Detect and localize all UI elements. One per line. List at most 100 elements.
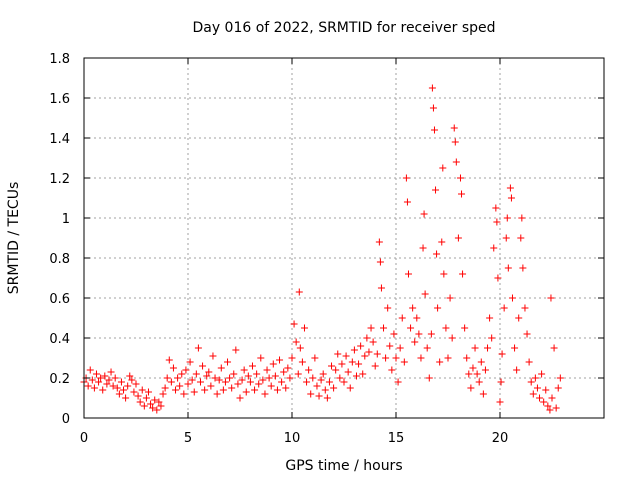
- data-point: [99, 386, 107, 394]
- data-point: [305, 366, 313, 374]
- data-point: [365, 348, 373, 356]
- data-point: [95, 378, 103, 386]
- data-point: [288, 354, 296, 362]
- data-point: [550, 344, 558, 352]
- data-point: [515, 314, 523, 322]
- data-point: [240, 366, 248, 374]
- data-point: [221, 378, 229, 386]
- data-point: [421, 290, 429, 298]
- data-point: [547, 294, 555, 302]
- data-point: [86, 366, 94, 374]
- y-tick-label: 0.4: [49, 332, 70, 347]
- x-tick-label: 20: [492, 431, 509, 446]
- data-point: [151, 396, 159, 404]
- data-point: [188, 376, 196, 384]
- data-point: [149, 404, 157, 412]
- data-point: [546, 406, 554, 414]
- data-point: [552, 404, 560, 412]
- data-point: [147, 400, 155, 408]
- data-point: [238, 376, 246, 384]
- data-point: [517, 234, 525, 242]
- data-point: [128, 376, 136, 384]
- data-point: [419, 244, 427, 252]
- x-axis-label: GPS time / hours: [285, 458, 402, 474]
- data-point: [471, 344, 479, 352]
- data-point: [344, 368, 352, 376]
- data-point: [361, 352, 369, 360]
- data-point: [263, 366, 271, 374]
- data-point: [269, 360, 277, 368]
- data-point: [376, 258, 384, 266]
- data-point: [153, 406, 161, 414]
- data-point: [136, 398, 144, 406]
- data-point: [411, 338, 419, 346]
- data-point: [340, 378, 348, 386]
- data-point: [155, 398, 163, 406]
- data-point: [523, 330, 531, 338]
- data-point: [519, 264, 527, 272]
- data-point: [456, 174, 464, 182]
- data-point: [144, 388, 152, 396]
- data-point: [342, 352, 350, 360]
- data-point: [315, 392, 323, 400]
- data-point: [203, 372, 211, 380]
- data-point: [226, 374, 234, 382]
- data-point: [248, 362, 256, 370]
- data-point: [403, 198, 411, 206]
- data-point: [103, 380, 111, 388]
- data-point: [255, 380, 263, 388]
- data-point: [199, 362, 207, 370]
- data-point: [295, 288, 303, 296]
- data-point: [367, 324, 375, 332]
- data-point: [475, 378, 483, 386]
- data-point: [481, 366, 489, 374]
- data-point: [307, 390, 315, 398]
- data-point: [398, 314, 406, 322]
- data-point: [554, 384, 562, 392]
- y-tick-label: 1.6: [49, 92, 70, 107]
- data-point: [303, 378, 311, 386]
- data-point: [132, 380, 140, 388]
- data-point: [407, 324, 415, 332]
- data-point: [467, 384, 475, 392]
- data-point: [300, 324, 308, 332]
- chart-title: Day 016 of 2022, SRMTID for receiver spe…: [192, 20, 495, 36]
- data-point: [259, 376, 267, 384]
- data-point: [440, 270, 448, 278]
- data-point: [428, 84, 436, 92]
- data-point: [390, 330, 398, 338]
- data-point: [217, 364, 225, 372]
- data-point: [392, 354, 400, 362]
- data-point: [538, 370, 546, 378]
- data-point: [180, 390, 188, 398]
- data-point: [140, 402, 148, 410]
- x-tick-label: 0: [80, 431, 88, 446]
- data-point: [117, 378, 125, 386]
- data-point: [201, 386, 209, 394]
- data-point: [465, 370, 473, 378]
- data-point: [165, 356, 173, 364]
- data-point: [126, 372, 134, 380]
- data-point: [253, 370, 261, 378]
- data-point: [536, 394, 544, 402]
- data-point: [430, 126, 438, 134]
- y-axis-label: SRMTID / TECUs: [6, 182, 22, 295]
- data-point: [292, 338, 300, 346]
- data-point: [207, 382, 215, 390]
- data-point: [507, 194, 515, 202]
- data-point: [380, 324, 388, 332]
- data-point: [219, 386, 227, 394]
- data-point: [101, 372, 109, 380]
- data-point: [506, 184, 514, 192]
- data-point: [257, 354, 265, 362]
- data-point: [325, 378, 333, 386]
- data-point: [384, 304, 392, 312]
- data-points: [80, 84, 564, 414]
- data-point: [502, 234, 510, 242]
- data-point: [124, 382, 132, 390]
- data-point: [556, 374, 564, 382]
- data-point: [284, 364, 292, 372]
- data-point: [427, 330, 435, 338]
